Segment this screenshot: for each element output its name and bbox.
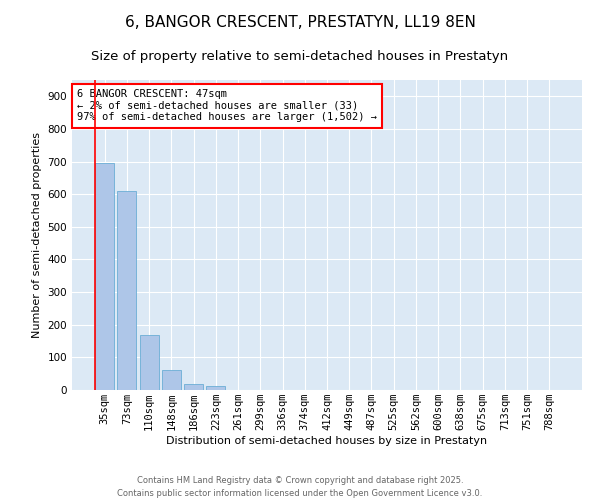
Text: Contains HM Land Registry data © Crown copyright and database right 2025.
Contai: Contains HM Land Registry data © Crown c… bbox=[118, 476, 482, 498]
Bar bbox=[206, 386, 225, 390]
X-axis label: Distribution of semi-detached houses by size in Prestatyn: Distribution of semi-detached houses by … bbox=[166, 436, 488, 446]
Text: Size of property relative to semi-detached houses in Prestatyn: Size of property relative to semi-detach… bbox=[91, 50, 509, 63]
Y-axis label: Number of semi-detached properties: Number of semi-detached properties bbox=[32, 132, 42, 338]
Bar bbox=[118, 191, 136, 390]
Bar bbox=[162, 370, 181, 390]
Text: 6, BANGOR CRESCENT, PRESTATYN, LL19 8EN: 6, BANGOR CRESCENT, PRESTATYN, LL19 8EN bbox=[125, 15, 475, 30]
Bar bbox=[184, 384, 203, 390]
Bar bbox=[95, 163, 114, 390]
Bar bbox=[140, 334, 158, 390]
Text: 6 BANGOR CRESCENT: 47sqm
← 2% of semi-detached houses are smaller (33)
97% of se: 6 BANGOR CRESCENT: 47sqm ← 2% of semi-de… bbox=[77, 90, 377, 122]
